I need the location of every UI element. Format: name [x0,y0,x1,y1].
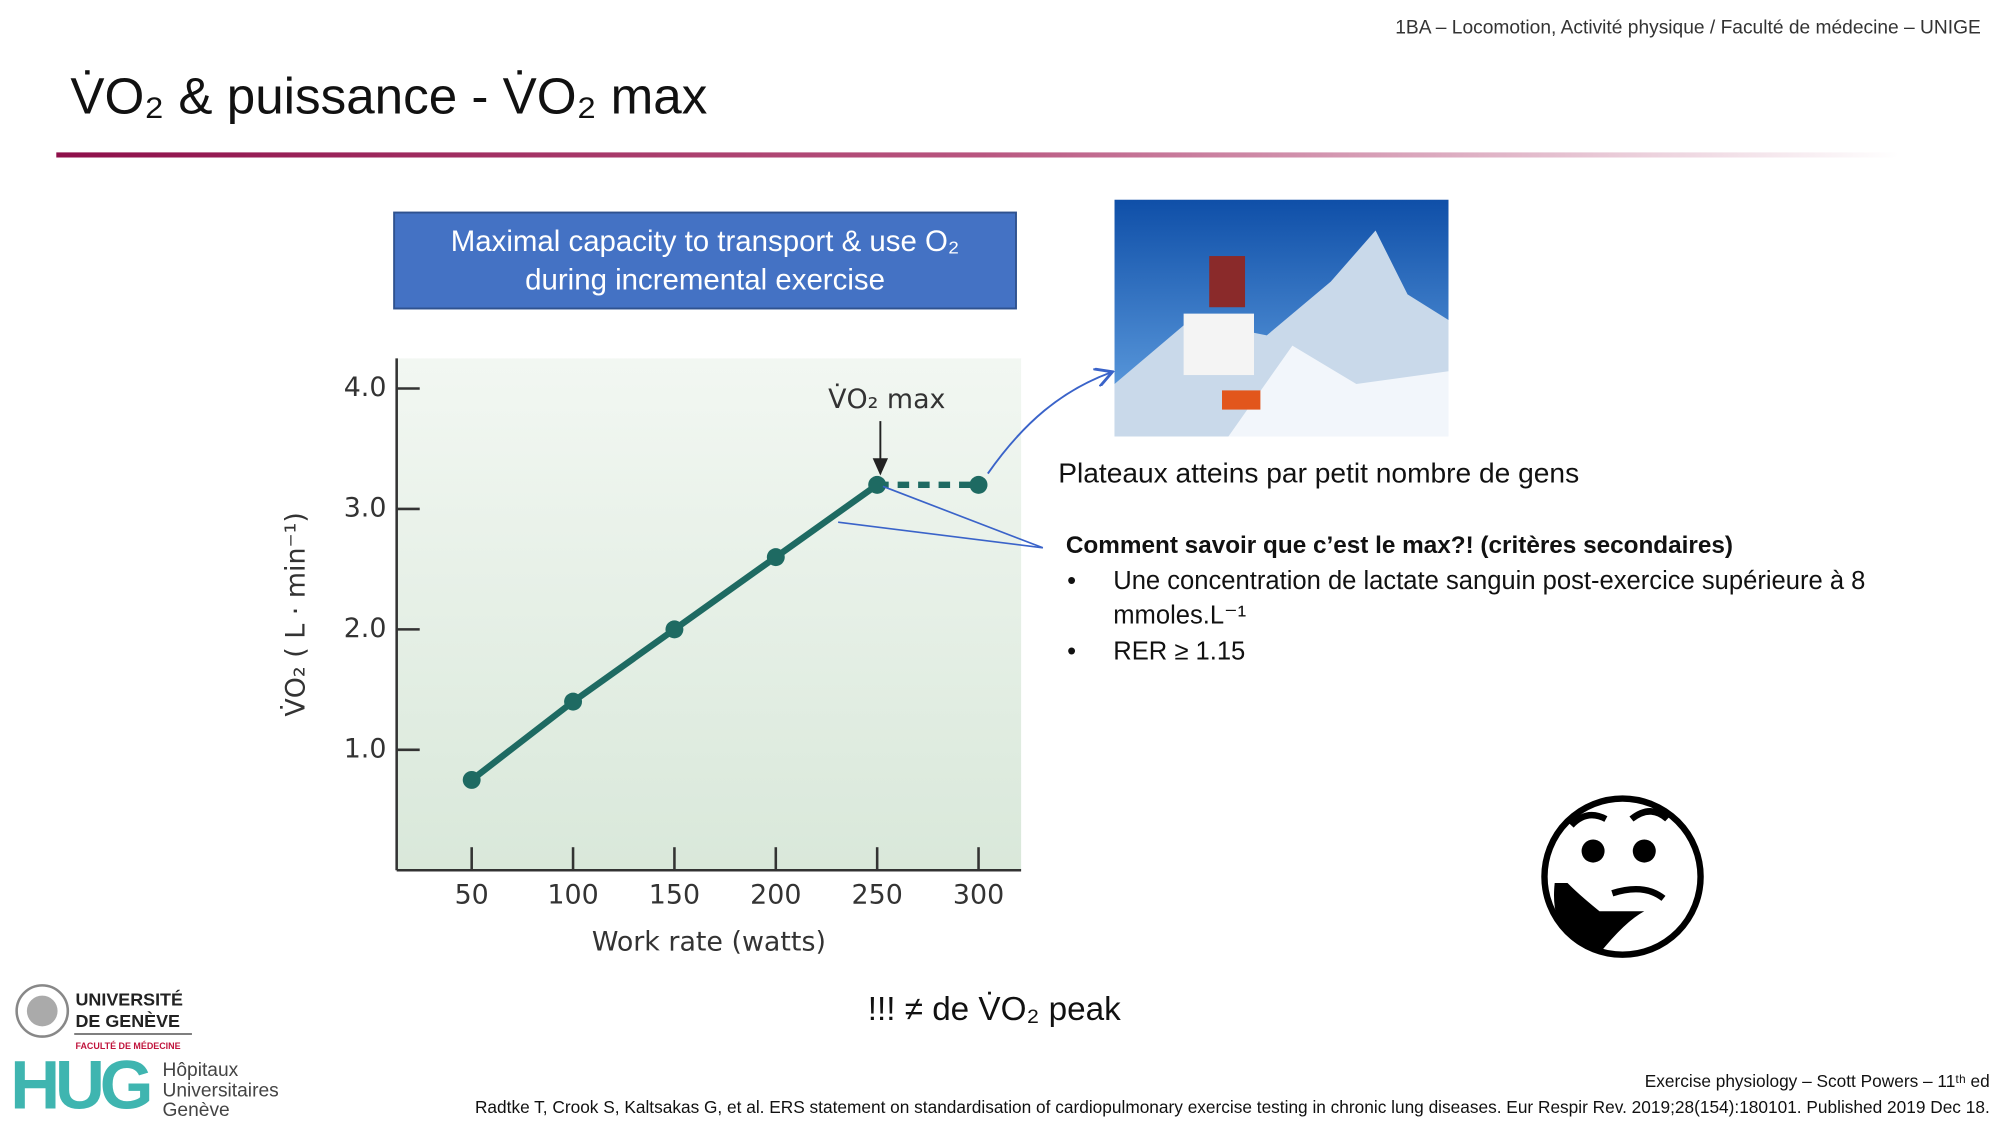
hug-logo: HUG [10,1046,150,1124]
criteria-heading: Comment savoir que c’est le max?! (critè… [1066,532,1733,559]
y-tick-label: 3.0 [344,492,387,523]
box-line: during incremental exercise [525,263,885,296]
data-point [766,548,785,567]
box-line: Maximal capacity to transport & use O₂ [451,225,960,258]
unige-logo [15,984,192,1038]
slide-title: V̇O₂ & puissance - V̇O₂ max [70,67,707,124]
link-arrow [987,372,1111,475]
photo-caption: Plateaux atteins par petit nombre de gen… [1058,457,1579,488]
logo-text: FACULTÉ DE MÉDECINE [75,1041,180,1051]
data-point [564,692,583,711]
photo [1114,199,1449,437]
bullet: • [1067,637,1076,665]
pointer-line [838,521,1043,549]
x-tick-label: 50 [455,879,489,910]
logo-text: DE GENÈVE [75,1010,180,1031]
logo-text: Hôpitaux [163,1060,239,1081]
note: !!! ≠ de V̇O₂ peak [868,991,1121,1028]
data-point [969,475,988,494]
course: 1BA – Locomotion, Activité physique / Fa… [1395,17,1981,38]
chart: 1.0 2.0 3.0 4.0 50 100 150 200 250 300 [344,372,1004,910]
y-axis-label: V̇O₂ ( L · min⁻¹) [279,512,311,717]
criteria-item: RER ≥ 1.15 [1113,637,1245,665]
x-tick-label: 100 [547,879,598,910]
thinking-face [1541,795,1704,958]
pointer-line [882,485,1044,549]
reference: Exercise physiology – Scott Powers – 11ᵗ… [1645,1071,1990,1091]
x-tick-label: 200 [750,879,801,910]
y-tick-label: 2.0 [344,613,387,644]
y-tick-label: 4.0 [344,372,387,403]
bullet: • [1067,567,1076,595]
data-point [462,770,481,789]
x-tick-label: 300 [953,879,1004,910]
logo-text: Universitaires [163,1081,279,1102]
x-tick-label: 150 [649,879,700,910]
criteria-item: Une concentration de lactate sanguin pos… [1113,567,1865,595]
annotation: V̇O₂ max [828,383,945,415]
data-point [665,620,684,639]
x-axis-label: Work rate (watts) [592,927,826,958]
definition-box [393,211,1017,310]
plot-area [396,358,1022,871]
y-tick-label: 1.0 [344,733,387,764]
data-point [868,475,887,494]
reference: Radtke T, Crook S, Kaltsakas G, et al. E… [475,1097,1990,1117]
x-tick-label: 250 [852,879,903,910]
logo-text: Genève [163,1100,230,1121]
logo-text: UNIVERSITÉ [75,988,183,1009]
title-rule [56,152,1899,158]
criteria-item: mmoles.L⁻¹ [1113,602,1246,630]
